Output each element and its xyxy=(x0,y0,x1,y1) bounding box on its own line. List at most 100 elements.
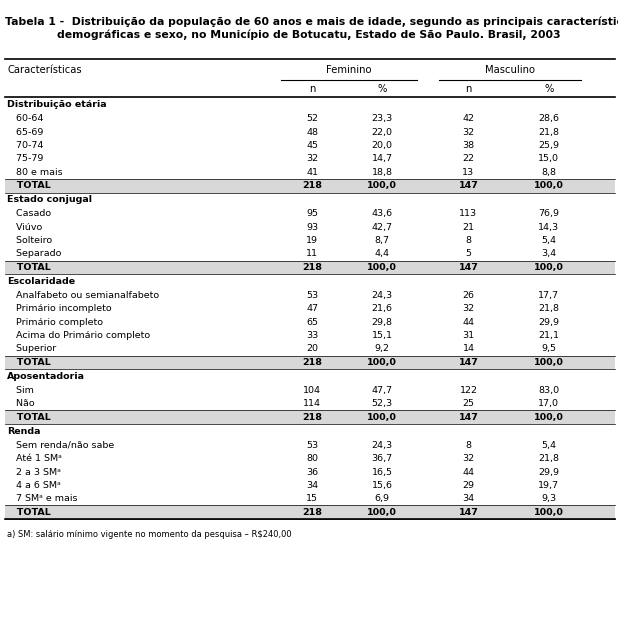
Bar xyxy=(5,355,615,369)
Text: Feminino: Feminino xyxy=(326,65,372,75)
Text: 218: 218 xyxy=(302,181,322,190)
Text: Estado conjugal: Estado conjugal xyxy=(7,196,93,204)
Text: 100,0: 100,0 xyxy=(534,413,564,422)
Text: 4,4: 4,4 xyxy=(375,250,389,258)
Text: demográficas e sexo, no Município de Botucatu, Estado de São Paulo. Brasil, 2003: demográficas e sexo, no Município de Bot… xyxy=(57,30,561,40)
Text: 113: 113 xyxy=(459,209,478,218)
Text: 11: 11 xyxy=(306,250,318,258)
Text: 14,3: 14,3 xyxy=(538,223,559,232)
Text: Primário completo: Primário completo xyxy=(7,318,103,327)
Text: 122: 122 xyxy=(459,386,478,395)
Text: 42: 42 xyxy=(462,114,475,123)
Text: 32: 32 xyxy=(462,455,475,463)
Text: TOTAL: TOTAL xyxy=(7,508,51,517)
Text: 80 e mais: 80 e mais xyxy=(7,168,63,176)
Text: 48: 48 xyxy=(306,128,318,137)
Text: 15,6: 15,6 xyxy=(371,481,392,490)
Text: 28,6: 28,6 xyxy=(538,114,559,123)
Text: 4 a 6 SMᵃ: 4 a 6 SMᵃ xyxy=(7,481,61,490)
Text: 36,7: 36,7 xyxy=(371,455,392,463)
Text: 25,9: 25,9 xyxy=(538,141,559,150)
Text: 2 a 3 SMᵃ: 2 a 3 SMᵃ xyxy=(7,468,61,476)
Text: TOTAL: TOTAL xyxy=(7,358,51,367)
Text: 21,8: 21,8 xyxy=(538,128,559,137)
Bar xyxy=(5,179,615,193)
Text: 47,7: 47,7 xyxy=(371,386,392,395)
Text: 9,5: 9,5 xyxy=(541,345,556,353)
Text: 53: 53 xyxy=(306,441,318,450)
Text: 45: 45 xyxy=(306,141,318,150)
Text: Primário incompleto: Primário incompleto xyxy=(7,304,112,313)
Text: 9,3: 9,3 xyxy=(541,494,556,503)
Text: 17,0: 17,0 xyxy=(538,399,559,408)
Text: 44: 44 xyxy=(462,468,475,476)
Text: 95: 95 xyxy=(306,209,318,218)
Text: 100,0: 100,0 xyxy=(367,358,397,367)
Text: 5,4: 5,4 xyxy=(541,441,556,450)
Text: 6,9: 6,9 xyxy=(375,494,389,503)
Text: Renda: Renda xyxy=(7,427,41,436)
Text: 93: 93 xyxy=(306,223,318,232)
Text: 147: 147 xyxy=(459,508,478,517)
Text: %: % xyxy=(544,84,554,94)
Text: 65: 65 xyxy=(306,318,318,327)
Text: 5,4: 5,4 xyxy=(541,236,556,245)
Text: 17,7: 17,7 xyxy=(538,291,559,300)
Text: 114: 114 xyxy=(303,399,321,408)
Text: 34: 34 xyxy=(306,481,318,490)
Text: %: % xyxy=(377,84,387,94)
Text: 8: 8 xyxy=(465,236,472,245)
Text: Sem renda/não sabe: Sem renda/não sabe xyxy=(7,441,115,450)
Text: 47: 47 xyxy=(306,304,318,313)
Text: Casado: Casado xyxy=(7,209,51,218)
Text: 100,0: 100,0 xyxy=(534,263,564,272)
Text: 147: 147 xyxy=(459,358,478,367)
Text: Não: Não xyxy=(7,399,35,408)
Text: a) SM: salário mínimo vigente no momento da pesquisa – R$240,00: a) SM: salário mínimo vigente no momento… xyxy=(7,530,292,539)
Bar xyxy=(5,260,615,274)
Text: TOTAL: TOTAL xyxy=(7,263,51,272)
Text: 31: 31 xyxy=(462,331,475,340)
Text: 147: 147 xyxy=(459,181,478,190)
Text: Distribuição etária: Distribuição etária xyxy=(7,101,107,109)
Text: 218: 218 xyxy=(302,413,322,422)
Text: Masculino: Masculino xyxy=(485,65,535,75)
Text: TOTAL: TOTAL xyxy=(7,413,51,422)
Text: 3,4: 3,4 xyxy=(541,250,556,258)
Text: 23,3: 23,3 xyxy=(371,114,392,123)
Text: 36: 36 xyxy=(306,468,318,476)
Bar xyxy=(5,410,615,424)
Text: 52: 52 xyxy=(306,114,318,123)
Text: 29,8: 29,8 xyxy=(371,318,392,327)
Text: Tabela 1 -  Distribuição da população de 60 anos e mais de idade, segundo as pri: Tabela 1 - Distribuição da população de … xyxy=(5,16,618,27)
Text: 65-69: 65-69 xyxy=(7,128,44,137)
Text: Até 1 SMᵃ: Até 1 SMᵃ xyxy=(7,455,62,463)
Text: 21: 21 xyxy=(462,223,475,232)
Text: 100,0: 100,0 xyxy=(534,508,564,517)
Text: 38: 38 xyxy=(462,141,475,150)
Text: 19: 19 xyxy=(306,236,318,245)
Text: 44: 44 xyxy=(462,318,475,327)
Text: 14,7: 14,7 xyxy=(371,155,392,163)
Text: Aposentadoria: Aposentadoria xyxy=(7,372,85,381)
Text: 52,3: 52,3 xyxy=(371,399,392,408)
Text: 21,6: 21,6 xyxy=(371,304,392,313)
Text: 41: 41 xyxy=(306,168,318,176)
Text: 100,0: 100,0 xyxy=(367,508,397,517)
Text: 53: 53 xyxy=(306,291,318,300)
Text: Superior: Superior xyxy=(7,345,57,353)
Text: 218: 218 xyxy=(302,508,322,517)
Text: 60-64: 60-64 xyxy=(7,114,44,123)
Text: 14: 14 xyxy=(462,345,475,353)
Text: 21,1: 21,1 xyxy=(538,331,559,340)
Text: 29: 29 xyxy=(462,481,475,490)
Text: 100,0: 100,0 xyxy=(367,263,397,272)
Text: 15,0: 15,0 xyxy=(538,155,559,163)
Text: 100,0: 100,0 xyxy=(367,181,397,190)
Text: 24,3: 24,3 xyxy=(371,291,392,300)
Text: 9,2: 9,2 xyxy=(375,345,389,353)
Text: 20,0: 20,0 xyxy=(371,141,392,150)
Text: 80: 80 xyxy=(306,455,318,463)
Text: 42,7: 42,7 xyxy=(371,223,392,232)
Text: 29,9: 29,9 xyxy=(538,318,559,327)
